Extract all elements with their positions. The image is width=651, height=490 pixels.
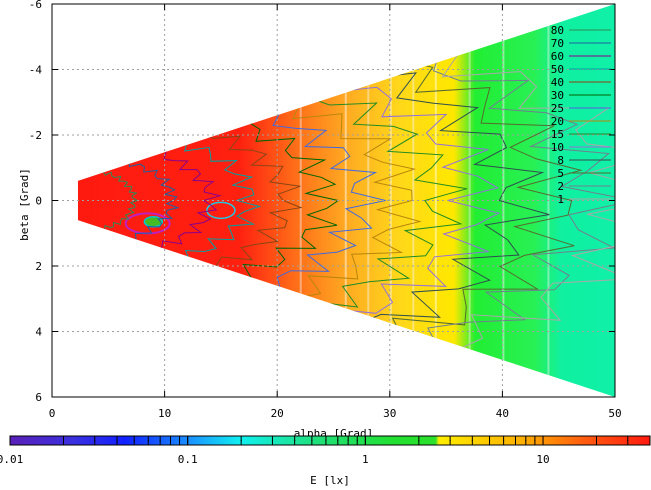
legend-label: 50 [551,63,564,76]
step-edge [434,4,437,397]
legend-label: 60 [551,50,564,63]
legend-label: 2 [557,180,564,193]
y-tick-label: 0 [35,195,42,208]
legend-label: 8 [557,154,564,167]
x-tick-label: 0 [49,407,56,420]
legend-label: 25 [551,102,564,115]
step-edge [389,4,392,397]
legend-label: 15 [551,128,564,141]
y-tick-label: -2 [29,129,42,142]
hot-spot-secondary [206,201,236,220]
x-tick-label: 10 [158,407,171,420]
y-tick-label: 6 [35,391,42,404]
step-edge [344,4,347,397]
legend-label: 1 [557,193,564,206]
colorbar [9,435,651,446]
legend-label: 10 [551,141,564,154]
colorbar-ticks: 0.01 0.1 1 10 [0,436,651,466]
legend-label: 40 [551,76,564,89]
y-tick-label: -6 [29,0,42,11]
colorbar-tick-label: 1 [362,453,369,466]
colorbar-tick-label: 0.01 [0,453,23,466]
legend-label: 80 [551,24,564,37]
colorbar-label: E [lx] [310,474,350,486]
legend-label: 70 [551,37,564,50]
x-tick-label: 50 [608,407,621,420]
x-axis-ticks: 0 10 20 30 40 50 [49,4,622,420]
x-tick-label: 30 [383,407,396,420]
step-edge [468,4,471,397]
legend-label: 5 [557,167,564,180]
x-tick-label: 40 [496,407,509,420]
grid [52,4,615,397]
y-tick-label: -4 [29,64,43,77]
y-tick-label: 2 [35,260,42,273]
legend-label: 20 [551,115,564,128]
y-axis-label: beta [Grad] [18,168,31,241]
colorbar-tick-label: 0.1 [178,453,198,466]
step-edge [299,4,302,397]
legend-label: 30 [551,89,564,102]
y-axis-ticks: -6 -4 -2 0 2 4 6 [29,0,615,404]
colorbar-tick-label: 10 [536,453,549,466]
x-tick-label: 20 [271,407,284,420]
y-tick-label: 4 [35,326,42,339]
